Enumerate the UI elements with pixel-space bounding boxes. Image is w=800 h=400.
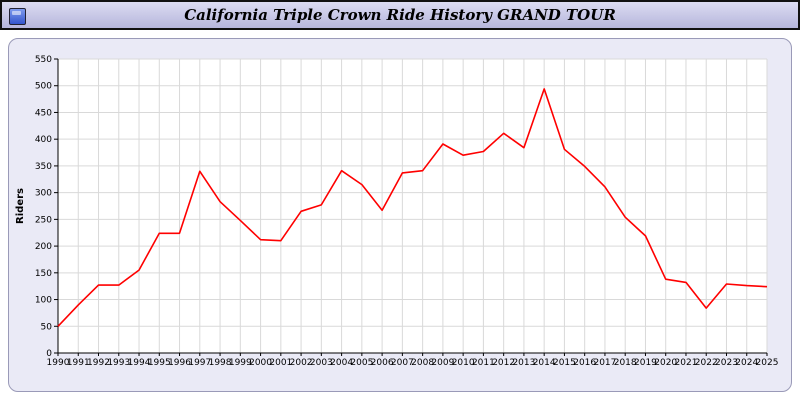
x-tick-label: 2017 bbox=[593, 358, 616, 368]
x-tick-label: 2022 bbox=[695, 358, 718, 368]
x-tick-label: 2008 bbox=[411, 358, 434, 368]
page-title: California Triple Crown Ride History GRA… bbox=[184, 6, 616, 24]
y-tick-label: 550 bbox=[35, 55, 52, 65]
ride-history-line-chart: 1990199119921993199419951996199719981999… bbox=[15, 55, 779, 368]
app-icon bbox=[9, 8, 26, 25]
y-tick-label: 250 bbox=[35, 215, 52, 225]
y-tick-label: 500 bbox=[35, 82, 52, 92]
y-tick-label: 200 bbox=[35, 242, 52, 252]
title-bar: California Triple Crown Ride History GRA… bbox=[0, 0, 800, 30]
x-tick-label: 2005 bbox=[350, 358, 373, 368]
x-tick-label: 2019 bbox=[634, 358, 657, 368]
x-tick-label: 2021 bbox=[675, 358, 698, 368]
x-tick-label: 2016 bbox=[573, 358, 596, 368]
x-tick-label: 1995 bbox=[148, 358, 171, 368]
riders-data-line bbox=[57, 88, 768, 327]
x-tick-label: 2002 bbox=[290, 358, 313, 368]
x-tick-label: 1998 bbox=[209, 358, 232, 368]
x-tick-label: 2011 bbox=[472, 358, 495, 368]
x-tick-label: 2012 bbox=[492, 358, 515, 368]
x-tick-label: 2001 bbox=[269, 358, 292, 368]
y-tick-label: 100 bbox=[35, 296, 52, 306]
x-tick-label: 2003 bbox=[310, 358, 333, 368]
plot-area bbox=[58, 59, 767, 353]
x-tick-label: 1996 bbox=[168, 358, 191, 368]
y-tick-label: 300 bbox=[35, 189, 52, 199]
x-tick-label: 2013 bbox=[512, 358, 535, 368]
x-tick-label: 2025 bbox=[756, 358, 779, 368]
x-tick-label: 1990 bbox=[47, 358, 70, 368]
x-tick-label: 1997 bbox=[188, 358, 211, 368]
x-tick-label: 2014 bbox=[533, 358, 556, 368]
x-tick-label: 2010 bbox=[452, 358, 475, 368]
y-tick-label: 400 bbox=[35, 135, 52, 145]
chart-panel: 1990 1991 1992 1993 1994 1995 1996 1997 1998 1999… bbox=[8, 38, 792, 392]
x-tick-label: 2000 bbox=[249, 358, 272, 368]
x-tick-label: 1991 bbox=[67, 358, 90, 368]
x-tick-label: 2020 bbox=[654, 358, 677, 368]
x-tick-label: 2006 bbox=[371, 358, 394, 368]
x-tick-label: 2004 bbox=[330, 358, 353, 368]
y-tick-label: 350 bbox=[35, 162, 52, 172]
y-axis-title: Riders bbox=[15, 188, 26, 224]
y-tick-label: 150 bbox=[35, 269, 52, 279]
x-tick-label: 2018 bbox=[614, 358, 637, 368]
x-tick-label: 1993 bbox=[107, 358, 130, 368]
x-tick-label: 2015 bbox=[553, 358, 576, 368]
x-tick-label: 1999 bbox=[229, 358, 252, 368]
y-tick-label: 450 bbox=[35, 108, 52, 118]
y-tick-label: 50 bbox=[41, 322, 53, 332]
x-tick-label: 1992 bbox=[87, 358, 110, 368]
x-tick-label: 1994 bbox=[128, 358, 151, 368]
y-tick-label: 0 bbox=[46, 349, 52, 359]
x-tick-label: 2024 bbox=[735, 358, 758, 368]
x-tick-label: 2023 bbox=[715, 358, 738, 368]
x-tick-label: 2009 bbox=[431, 358, 454, 368]
x-tick-label: 2007 bbox=[391, 358, 414, 368]
